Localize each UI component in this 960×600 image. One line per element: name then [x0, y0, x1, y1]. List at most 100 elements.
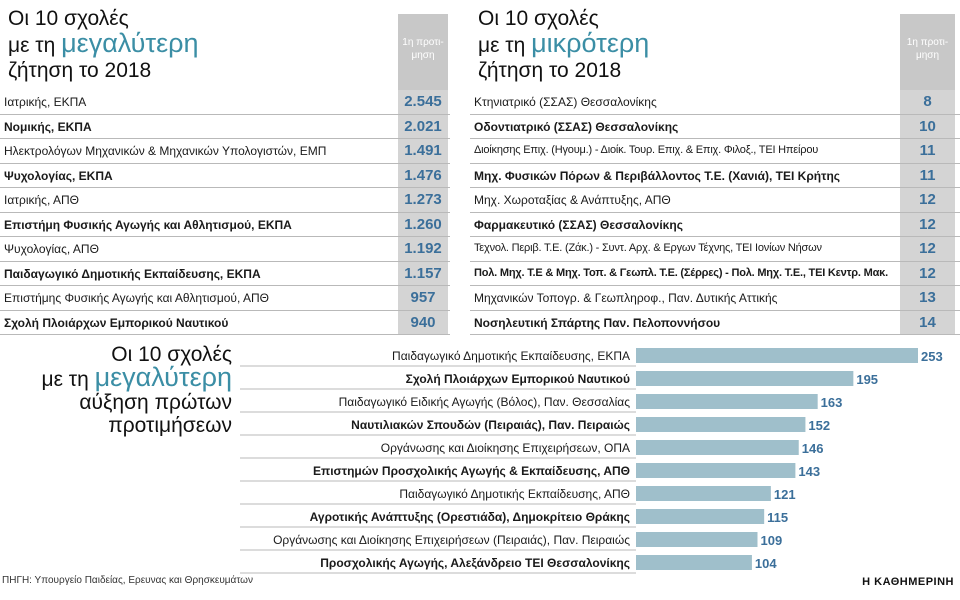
left-table-row-value: 940 [410, 313, 436, 331]
left-table-row: Παιδαγωγικό Δημοτικής Εκπαίδευσης, ΕΚΠΑ 1… [0, 262, 450, 286]
bar-category-label: Επιστημών Προσχολικής Αγωγής & Εκπαίδευσ… [313, 464, 630, 478]
right-table-row-value: 13 [919, 289, 936, 306]
chart-title-prefix: με τη [41, 368, 95, 391]
bar [636, 509, 765, 524]
left-table-row-value: 1.192 [404, 240, 442, 257]
right-title-line1: Οι 10 σχολές [478, 7, 599, 30]
left-title-line2: με τη μεγαλύτερη [8, 28, 199, 58]
left-table-row-name: Παιδαγωγικό Δημοτικής Εκπαίδευσης, ΕΚΠΑ [4, 266, 261, 281]
left-title-highlight: μεγαλύτερη [61, 28, 199, 58]
left-table-row: Επιστήμης Φυσικής Αγωγής και Αθλητισμού,… [0, 286, 450, 311]
right-table-row: Τεχνολ. Περιβ. Τ.Ε. (Ζάκ.) - Συντ. Αρχ. … [470, 237, 960, 262]
right-table-row: Οδοντιατρικό (ΣΣΑΣ) Θεσσαλονίκης 10 [470, 115, 960, 139]
left-table-row: Νομικής, ΕΚΠΑ 2.021 [0, 115, 450, 139]
bar [636, 532, 758, 547]
right-table-row-value: 12 [919, 240, 936, 257]
left-title-prefix: με τη [8, 34, 62, 57]
bar [636, 486, 771, 501]
right-table-row: Πολ. Μηχ. Τ.Ε & Μηχ. Τοπ. & Γεωπλ. Τ.Ε. … [470, 262, 960, 286]
right-table-row-name: Οδοντιατρικό (ΣΣΑΣ) Θεσσαλονίκης [474, 119, 679, 134]
left-table-rows: Ιατρικής, ΕΚΠΑ 2.545 Νομικής, ΕΚΠΑ 2.021 Ηλε… [0, 90, 450, 335]
bar [636, 394, 818, 409]
left-table-row-value: 1.491 [404, 142, 442, 159]
right-table-row-name: Κτηνιατρικό (ΣΣΑΣ) Θεσσαλονίκης [474, 95, 657, 109]
bar [636, 555, 752, 570]
left-table-row-value: 1.476 [404, 166, 442, 184]
left-table-row-name: Ψυχολογίας, ΑΠΘ [4, 242, 99, 256]
right-table-row-value: 12 [919, 191, 936, 208]
right-table-row: Φαρμακευτικό (ΣΣΑΣ) Θεσσαλονίκης 12 [470, 213, 960, 237]
bar-value-label: 163 [821, 395, 843, 410]
right-title-prefix: με τη [478, 34, 532, 57]
bar [636, 463, 796, 478]
chart-title-highlight: μεγαλύτερη [94, 362, 232, 392]
right-table-row-value: 11 [919, 142, 936, 159]
bar-chart: Παιδαγωγικό Δημοτικής Εκπαίδευσης, ΕΚΠΑ 2… [240, 348, 943, 574]
right-table-row-value: 10 [919, 117, 936, 135]
bar-category-label: Αγροτικής Ανάπτυξης (Ορεστιάδα), Δημοκρί… [310, 510, 630, 524]
right-table-title: Οι 10 σχολές με τη μικρότερη ζήτηση το 2… [478, 6, 649, 83]
right-table-row-value: 11 [919, 166, 936, 184]
left-table-row-value: 2.021 [404, 117, 442, 135]
left-title-line3: ζήτηση το 2018 [8, 59, 152, 82]
bar-category-label: Οργάνωσης και Διοίκησης Επιχειρήσεων, ΟΠ… [381, 441, 630, 455]
left-table-row: Σχολή Πλοιάρχων Εμπορικού Ναυτικού 940 [0, 311, 450, 335]
left-table-row: Επιστήμη Φυσικής Αγωγής και Αθλητισμού, … [0, 213, 450, 237]
bar-category-label: Παιδαγωγικό Ειδικής Αγωγής (Βόλος), Παν.… [339, 395, 631, 409]
bar-category-label: Προσχολικής Αγωγής, Αλεξάνδρειο ΤΕΙ Θεσσ… [320, 556, 630, 570]
right-table-row-name: Διοίκησης Επιχ. (Ηγουμ.) - Διοίκ. Τουρ. … [474, 144, 819, 156]
right-table-row-name: Φαρμακευτικό (ΣΣΑΣ) Θεσσαλονίκης [474, 217, 683, 232]
left-table-row-name: Σχολή Πλοιάρχων Εμπορικού Ναυτικού [4, 315, 229, 330]
bar [636, 417, 806, 432]
left-value-strip [398, 90, 448, 335]
left-title-line1: Οι 10 σχολές [8, 7, 129, 30]
left-table-row-name: Ιατρικής, ΕΚΠΑ [4, 95, 87, 109]
right-table-row: Μηχανικών Τοπογρ. & Γεωπληροφ., Παν. Δυτ… [470, 286, 960, 311]
bar-category-label: Οργάνωσης και Διοίκησης Επιχειρήσεων (Πε… [273, 533, 630, 547]
left-column-header-label: 1η προτι- μηση [402, 37, 444, 61]
bar-value-label: 253 [921, 349, 943, 364]
bar [636, 440, 799, 455]
right-table-rows: Κτηνιατρικό (ΣΣΑΣ) Θεσσαλονίκης 8 Οδοντιατ… [470, 90, 960, 335]
left-table-row-name: Νομικής, ΕΚΠΑ [4, 119, 92, 134]
source-note: ΠΗΓΗ: Υπουργείο Παιδείας, Ερευνας και Θρ… [2, 575, 253, 586]
left-table-row-name: Επιστήμης Φυσικής Αγωγής και Αθλητισμού,… [4, 291, 269, 305]
right-table-row-value: 12 [919, 264, 936, 282]
left-table-row: Ψυχολογίας, ΑΠΘ 1.192 [0, 237, 450, 262]
left-table-row-name: Επιστήμη Φυσικής Αγωγής και Αθλητισμού, … [4, 217, 292, 232]
bar-value-label: 195 [856, 372, 878, 387]
left-table-row-name: Ψυχολογίας, ΕΚΠΑ [4, 168, 113, 183]
bar-chart-title: Οι 10 σχολές με τη μεγαλύτερη αύξηση πρώ… [0, 343, 232, 437]
right-table-row-name: Μηχανικών Τοπογρ. & Γεωπληροφ., Παν. Δυτ… [474, 291, 778, 305]
right-column-header-label: 1η προτι- μηση [906, 37, 949, 61]
chart-title-line1: Οι 10 σχολές [111, 343, 232, 366]
left-table-row-value: 2.545 [404, 93, 442, 110]
bar-value-label: 109 [760, 533, 782, 548]
right-title-highlight: μικρότερη [531, 28, 650, 58]
left-table-row-value: 957 [410, 289, 436, 306]
right-table-row: Μηχ. Φυσικών Πόρων & Περιβάλλοντος Τ.Ε. … [470, 164, 960, 188]
chart-title-line2: με τη μεγαλύτερη [0, 364, 232, 392]
brand-logo: Η ΚΑΘΗΜΕΡΙΝΗ [862, 576, 954, 588]
right-table-row-value: 8 [923, 93, 932, 110]
left-column-header: 1η προτι- μηση [398, 14, 448, 90]
bar-value-label: 115 [767, 510, 788, 525]
bar-value-label: 121 [774, 487, 796, 502]
bar [636, 348, 918, 363]
left-table-row-value: 1.157 [404, 264, 442, 282]
chart-title-line4: προτιμήσεων [108, 414, 232, 437]
left-table-title: Οι 10 σχολές με τη μεγαλύτερη ζήτηση το … [8, 6, 199, 83]
right-table-row: Διοίκησης Επιχ. (Ηγουμ.) - Διοίκ. Τουρ. … [470, 139, 960, 164]
right-value-strip [900, 90, 955, 335]
left-table-row: Ψυχολογίας, ΕΚΠΑ 1.476 [0, 164, 450, 188]
bar-value-label: 104 [755, 556, 777, 571]
right-title-line2: με τη μικρότερη [478, 28, 650, 58]
bar-value-label: 146 [802, 441, 824, 456]
right-table-row-name: Πολ. Μηχ. Τ.Ε & Μηχ. Τοπ. & Γεωπλ. Τ.Ε. … [474, 266, 888, 279]
left-table-row: Ηλεκτρολόγων Μηχανικών & Μηχανικών Υπολο… [0, 139, 450, 164]
right-table-row: Νοσηλευτική Σπάρτης Παν. Πελοποννήσου 14 [470, 311, 960, 335]
right-table-row-name: Νοσηλευτική Σπάρτης Παν. Πελοποννήσου [474, 315, 721, 330]
right-table-row-name: Μηχ. Φυσικών Πόρων & Περιβάλλοντος Τ.Ε. … [474, 168, 841, 183]
right-title-line3: ζήτηση το 2018 [478, 59, 622, 82]
bar-category-label: Παιδαγωγικό Δημοτικής Εκπαίδευσης, ΕΚΠΑ [392, 349, 630, 363]
